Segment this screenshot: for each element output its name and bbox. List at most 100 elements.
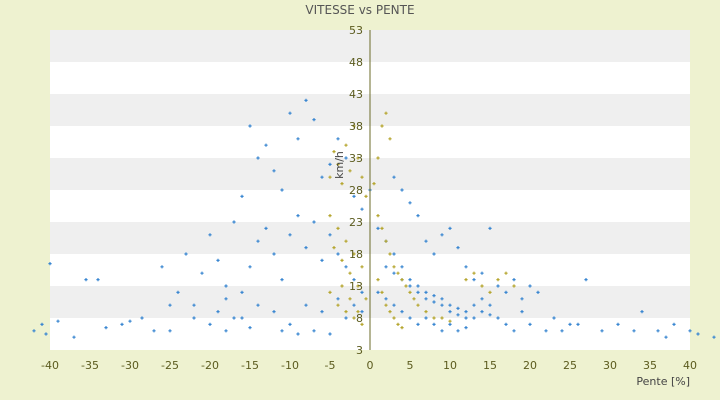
data-point	[312, 329, 316, 333]
data-point	[360, 265, 364, 269]
data-point	[232, 220, 236, 224]
data-point	[416, 214, 420, 218]
data-point	[528, 284, 532, 288]
data-point	[424, 239, 428, 243]
data-point	[640, 310, 644, 314]
data-point	[296, 214, 300, 218]
data-point	[404, 284, 408, 288]
data-point	[472, 316, 476, 320]
data-point	[536, 290, 540, 294]
x-tick-label: 35	[643, 359, 657, 372]
data-point	[552, 316, 556, 320]
x-tick-label: -5	[325, 359, 336, 372]
y-tick-label: 3	[356, 344, 363, 357]
data-point	[336, 162, 340, 166]
data-point	[84, 278, 88, 282]
data-point	[304, 246, 308, 250]
data-point	[336, 252, 340, 256]
data-point	[328, 214, 332, 218]
data-point	[696, 332, 700, 336]
data-point	[48, 262, 52, 266]
data-point	[412, 297, 416, 301]
data-point	[152, 329, 156, 333]
data-point	[192, 303, 196, 307]
data-point	[328, 332, 332, 336]
data-point	[96, 278, 100, 282]
data-point	[176, 290, 180, 294]
x-tick-label: 10	[443, 359, 457, 372]
data-point	[216, 310, 220, 314]
data-point	[340, 284, 344, 288]
data-point	[376, 278, 380, 282]
y-tick-label: 8	[356, 312, 363, 325]
data-points	[32, 98, 716, 339]
data-point	[408, 290, 412, 294]
data-point	[432, 294, 436, 298]
data-point	[264, 143, 268, 147]
data-point	[432, 322, 436, 326]
data-point	[520, 310, 524, 314]
data-point	[472, 271, 476, 275]
data-point	[360, 207, 364, 211]
y-tick-label: 13	[349, 280, 363, 293]
data-point	[400, 188, 404, 192]
data-point	[480, 310, 484, 314]
data-point	[288, 233, 292, 237]
data-point	[340, 258, 344, 262]
data-point	[364, 297, 368, 301]
data-point	[464, 265, 468, 269]
data-point	[272, 252, 276, 256]
data-point	[388, 137, 392, 141]
data-point	[472, 303, 476, 307]
data-point	[312, 118, 316, 122]
data-point	[472, 278, 476, 282]
data-point	[464, 278, 468, 282]
data-point	[656, 329, 660, 333]
data-point	[224, 297, 228, 301]
data-point	[248, 124, 252, 128]
data-point	[352, 278, 356, 282]
data-point	[348, 169, 352, 173]
data-point	[288, 111, 292, 115]
data-point	[256, 156, 260, 160]
x-axis-label: Pente [%]	[636, 375, 690, 388]
data-point	[240, 290, 244, 294]
data-point	[320, 310, 324, 314]
data-point	[348, 271, 352, 275]
data-point	[304, 303, 308, 307]
y-tick-label: 28	[349, 184, 363, 197]
data-point	[352, 252, 356, 256]
data-point	[448, 226, 452, 230]
data-point	[392, 303, 396, 307]
data-point	[480, 271, 484, 275]
data-point	[344, 265, 348, 269]
data-point	[576, 322, 580, 326]
series-1	[328, 111, 516, 330]
data-point	[352, 124, 356, 128]
data-point	[416, 290, 420, 294]
data-point	[488, 303, 492, 307]
data-point	[388, 252, 392, 256]
data-point	[344, 316, 348, 320]
x-tick-label: -10	[281, 359, 299, 372]
data-point	[632, 329, 636, 333]
data-point	[328, 162, 332, 166]
data-point	[312, 220, 316, 224]
x-tick-label: 0	[367, 359, 374, 372]
x-tick-label: 15	[483, 359, 497, 372]
data-point	[512, 278, 516, 282]
x-tick-labels: -40 -35 -30 -25 -20 -15 -10 -5 0 5 10 15 20 25 30 35 40	[41, 359, 697, 372]
data-point	[392, 316, 396, 320]
data-point	[440, 303, 444, 307]
data-point	[520, 297, 524, 301]
data-point	[496, 316, 500, 320]
y-tick-label: 33	[349, 152, 363, 165]
data-point	[600, 329, 604, 333]
data-point	[424, 290, 428, 294]
data-point	[584, 278, 588, 282]
data-point	[256, 303, 260, 307]
y-tick-label: 48	[349, 56, 363, 69]
data-point	[544, 329, 548, 333]
